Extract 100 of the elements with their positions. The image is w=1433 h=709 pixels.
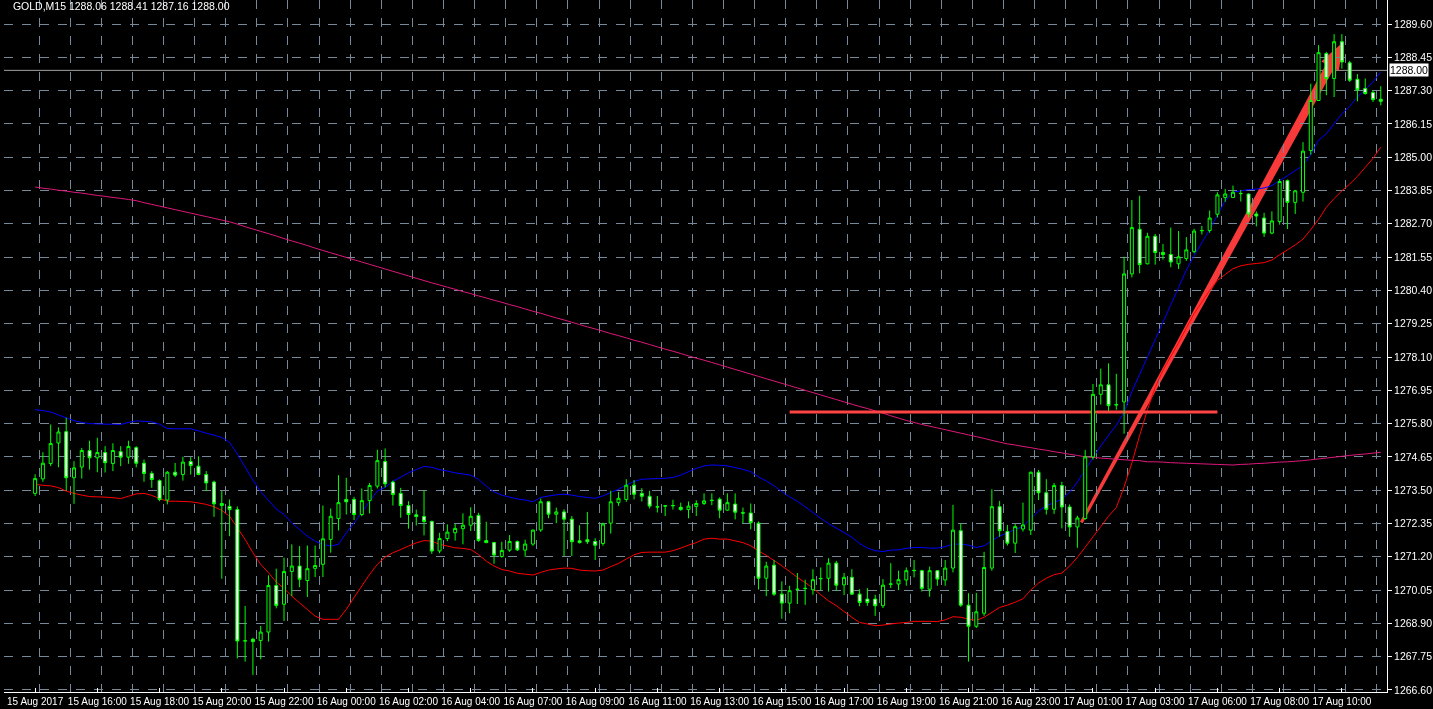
x-tick-label: 16 Aug 19:00	[876, 696, 937, 707]
candlestick	[1363, 77, 1368, 96]
candlestick	[927, 566, 932, 598]
candlestick	[212, 480, 217, 518]
candlestick	[460, 512, 465, 545]
candlestick	[250, 638, 255, 676]
candlestick	[1332, 33, 1337, 98]
candlestick	[1075, 515, 1080, 549]
candlestick	[1013, 523, 1018, 554]
candlestick	[919, 569, 924, 593]
candlestick	[165, 470, 170, 505]
candlestick	[1285, 179, 1290, 230]
candlestick	[1223, 188, 1228, 203]
candlestick	[103, 445, 108, 474]
candlestick	[624, 478, 629, 503]
candlestick	[243, 605, 248, 663]
candlestick	[1238, 189, 1243, 203]
candlestick	[289, 543, 294, 597]
candlestick	[1339, 33, 1344, 70]
y-tick-label: 1268.90	[1394, 617, 1433, 630]
candlestick	[118, 445, 123, 467]
candlestick	[48, 423, 53, 467]
candlestick	[258, 625, 263, 660]
candlestick	[1246, 192, 1251, 218]
candlestick	[1153, 233, 1158, 266]
candlestick	[1176, 230, 1181, 270]
candlestick	[320, 505, 325, 578]
candlestick	[849, 568, 854, 596]
candlestick	[1098, 368, 1103, 405]
y-tick-label: 1288.45	[1394, 51, 1433, 64]
x-tick-label: 15 Aug 2017	[7, 696, 64, 707]
candlestick	[437, 532, 442, 554]
candlestick	[359, 487, 364, 517]
candlestick	[422, 489, 427, 536]
candlestick	[1316, 44, 1321, 102]
candlestick	[904, 567, 909, 587]
candlestick	[1122, 256, 1127, 435]
candlestick	[313, 544, 318, 578]
y-tick-label: 1271.20	[1394, 550, 1433, 563]
candlestick	[950, 504, 955, 573]
candlestick	[79, 447, 84, 480]
candlestick	[1199, 225, 1204, 236]
y-tick-label: 1278.10	[1394, 350, 1433, 363]
candlestick	[1378, 85, 1383, 106]
candlestick	[126, 440, 131, 465]
candlestick	[1067, 503, 1072, 538]
candlestick	[507, 534, 512, 553]
x-tick-label: 16 Aug 13:00	[690, 696, 750, 707]
y-tick-label: 1282.70	[1394, 217, 1433, 230]
candlestick	[1137, 195, 1142, 274]
candlestick	[173, 462, 178, 478]
candlestick	[787, 585, 792, 614]
candlestick	[453, 523, 458, 542]
x-tick-label: 15 Aug 16:00	[67, 696, 128, 707]
candlestick	[663, 504, 668, 517]
candlestick	[282, 557, 287, 622]
x-tick-label: 17 Aug 03:00	[1125, 696, 1186, 707]
candlestick	[72, 460, 76, 505]
candlestick	[484, 521, 489, 544]
y-tick-label: 1266.60	[1394, 683, 1433, 696]
candlestick	[725, 492, 730, 512]
x-tick-label: 16 Aug 09:00	[565, 696, 626, 707]
y-tick-label: 1267.75	[1394, 650, 1433, 663]
candlestick	[383, 448, 388, 488]
candlestick	[1293, 189, 1298, 215]
candlestick	[1083, 449, 1088, 521]
candlestick	[235, 505, 240, 659]
candlestick	[134, 445, 139, 468]
candlestick	[912, 559, 917, 578]
candlestick	[966, 592, 971, 663]
candlestick	[678, 502, 683, 512]
candlestick	[1371, 89, 1375, 103]
candlestick	[717, 496, 722, 519]
candlestick	[149, 470, 154, 489]
candlestick	[1168, 227, 1173, 268]
x-tick-label: 16 Aug 02:00	[379, 696, 439, 707]
x-tick-label: 17 Aug 08:00	[1250, 696, 1310, 707]
candlestick	[865, 587, 870, 607]
candlestick	[1020, 502, 1025, 533]
x-tick-label: 17 Aug 01:00	[1063, 696, 1123, 707]
candlestick	[834, 560, 839, 592]
candlestick	[554, 507, 559, 524]
candlestick	[818, 567, 823, 591]
candlestick	[515, 540, 520, 552]
candlestick	[974, 592, 979, 629]
candlestick	[655, 495, 660, 513]
candlestick	[577, 524, 582, 544]
candlestick	[1308, 83, 1313, 156]
x-tick-label: 17 Aug 06:00	[1187, 696, 1248, 707]
candlestick	[1059, 481, 1064, 529]
y-tick-label: 1273.50	[1394, 483, 1433, 496]
candlestick	[943, 559, 948, 587]
candlestick	[1005, 524, 1010, 546]
y-tick-label: 1270.05	[1394, 583, 1433, 596]
candlestick	[888, 562, 893, 589]
candlestick	[1090, 383, 1095, 460]
x-tick-label: 15 Aug 20:00	[192, 696, 252, 707]
candlestick	[468, 506, 473, 532]
candlestick	[857, 588, 862, 607]
line-series	[34, 186, 1382, 466]
